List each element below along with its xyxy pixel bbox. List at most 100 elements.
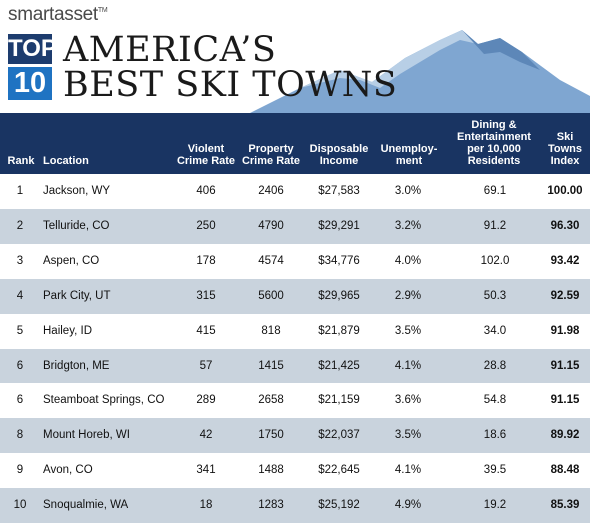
cell-location: Telluride, CO [43, 219, 110, 232]
cell-location: Avon, CO [43, 464, 93, 477]
cell-location: Snoqualmie, WA [43, 499, 129, 512]
header-disposable-income: Disposable Income [302, 143, 376, 167]
cell-property-crime: 818 [261, 324, 281, 337]
header-dining-line-4: Residents [467, 155, 521, 167]
cell-unemployment: 3.5% [394, 324, 422, 337]
table-row: 8 Mount Horeb, WI 42 1750 $22,037 3.5% 1… [0, 418, 590, 454]
cell-location: Jackson, WY [43, 185, 111, 197]
cell-ski-towns-index: 88.48 [550, 464, 580, 477]
brand-name: smartasset [8, 4, 98, 25]
header-property-line-2: Crime Rate [241, 155, 301, 167]
cell-location: Park City, UT [43, 289, 111, 302]
cell-ski-towns-index: 89.92 [550, 429, 580, 442]
cell-violent-crime: 18 [199, 499, 213, 512]
header-unemployment-line-1: Unemploy- [380, 143, 438, 155]
cell-dining: 18.6 [483, 429, 507, 442]
cell-property-crime: 2658 [258, 394, 284, 407]
cell-ski-towns-index: 93.42 [550, 254, 580, 267]
cell-dining: 34.0 [483, 324, 507, 337]
cell-property-crime: 2406 [258, 185, 284, 197]
cell-rank: 6 [16, 359, 24, 372]
cell-disposable-income: $21,425 [318, 359, 360, 372]
cell-property-crime: 1750 [258, 429, 284, 442]
header-unemployment: Unemploy- ment [375, 143, 443, 167]
cell-dining: 39.5 [483, 464, 507, 477]
table-row: 5 Hailey, ID 415 818 $21,879 3.5% 34.0 9… [0, 313, 590, 349]
cell-unemployment: 4.1% [394, 359, 422, 372]
cell-unemployment: 4.9% [394, 499, 422, 512]
cell-disposable-income: $29,965 [318, 289, 360, 302]
cell-ski-towns-index: 91.98 [550, 324, 580, 337]
cell-violent-crime: 42 [199, 429, 213, 442]
cell-dining: 50.3 [483, 289, 507, 302]
header-index-line-3: Index [550, 155, 580, 167]
header-violent-line-2: Crime Rate [176, 155, 236, 167]
cell-disposable-income: $25,192 [318, 499, 360, 512]
brand-logo: smartassetTM [8, 4, 108, 26]
header-violent-crime: Violent Crime Rate [168, 143, 244, 167]
table-row: 9 Avon, CO 341 1488 $22,645 4.1% 39.5 88… [0, 453, 590, 489]
badge-number: 10 [8, 67, 52, 100]
header-dining-line-2: Entertainment [457, 131, 531, 143]
cell-property-crime: 4574 [258, 254, 284, 267]
cell-disposable-income: $22,645 [318, 464, 360, 477]
cell-location: Steamboat Springs, CO [43, 394, 165, 407]
table-row: 6 Steamboat Springs, CO 289 2658 $21,159… [0, 383, 590, 419]
cell-unemployment: 3.0% [394, 185, 422, 197]
cell-location: Aspen, CO [43, 254, 100, 267]
cell-disposable-income: $27,583 [318, 185, 360, 197]
cell-unemployment: 2.9% [394, 289, 422, 302]
cell-rank: 2 [16, 219, 24, 232]
cell-ski-towns-index: 96.30 [550, 219, 580, 232]
header-unemployment-line-2: ment [395, 155, 423, 167]
cell-property-crime: 4790 [258, 219, 284, 232]
cell-dining: 91.2 [483, 219, 507, 232]
cell-violent-crime: 415 [196, 324, 216, 337]
badge-top: TOP [8, 34, 57, 64]
cell-violent-crime: 178 [196, 254, 216, 267]
header-dining-line-1: Dining & [471, 119, 517, 131]
cell-ski-towns-index: 100.00 [547, 185, 583, 197]
cell-unemployment: 3.2% [394, 219, 422, 232]
cell-disposable-income: $34,776 [318, 254, 360, 267]
cell-rank: 10 [13, 499, 27, 512]
cell-location: Bridgton, ME [43, 359, 110, 372]
table-row: 1 Jackson, WY 406 2406 $27,583 3.0% 69.1… [0, 174, 590, 209]
header-location: Location [43, 155, 89, 167]
header-property-line-1: Property [248, 143, 294, 155]
header-rank: Rank [7, 155, 35, 167]
cell-rank: 3 [16, 254, 24, 267]
header-index-line-1: Ski [556, 131, 574, 143]
top-10-badge: TOP 10 [8, 34, 57, 100]
header-income-line-1: Disposable [309, 143, 369, 155]
header-dining-entertainment: Dining & Entertainment per 10,000 Reside… [446, 119, 542, 167]
cell-violent-crime: 289 [196, 394, 216, 407]
table-row: 6 Bridgton, ME 57 1415 $21,425 4.1% 28.8… [0, 348, 590, 384]
cell-property-crime: 1283 [258, 499, 284, 512]
cell-rank: 9 [16, 464, 24, 477]
cell-disposable-income: $22,037 [318, 429, 360, 442]
mountain-graphic [250, 30, 590, 113]
table-header: Rank Location Violent Crime Rate Propert… [0, 113, 590, 174]
header-dining-line-3: per 10,000 [467, 143, 521, 155]
cell-violent-crime: 57 [199, 359, 213, 372]
cell-ski-towns-index: 91.15 [550, 394, 580, 407]
cell-disposable-income: $29,291 [318, 219, 360, 232]
page-title-line-1: AMERICA’S [63, 30, 277, 70]
brand-trademark: TM [97, 7, 108, 14]
table-row: 3 Aspen, CO 178 4574 $34,776 4.0% 102.0 … [0, 243, 590, 279]
header-property-crime: Property Crime Rate [234, 143, 308, 167]
cell-rank: 4 [16, 289, 24, 302]
header-banner: smartassetTM TOP 10 AMERICA’S BEST SKI T… [0, 0, 590, 113]
cell-location: Mount Horeb, WI [43, 429, 130, 442]
cell-dining: 102.0 [480, 254, 510, 267]
cell-violent-crime: 250 [196, 219, 216, 232]
cell-location: Hailey, ID [43, 324, 92, 337]
cell-violent-crime: 315 [196, 289, 216, 302]
cell-dining: 69.1 [483, 185, 507, 197]
cell-dining: 28.8 [483, 359, 507, 372]
cell-unemployment: 4.1% [394, 464, 422, 477]
cell-unemployment: 4.0% [394, 254, 422, 267]
cell-dining: 54.8 [483, 394, 507, 407]
cell-property-crime: 1488 [258, 464, 284, 477]
